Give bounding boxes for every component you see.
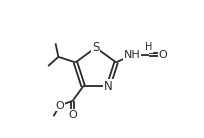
Text: O: O xyxy=(158,50,167,60)
Text: O: O xyxy=(55,101,64,111)
Text: O: O xyxy=(68,110,77,120)
Text: NH: NH xyxy=(124,50,141,60)
Text: H: H xyxy=(145,42,153,52)
Text: S: S xyxy=(92,41,100,54)
Text: N: N xyxy=(104,80,113,93)
